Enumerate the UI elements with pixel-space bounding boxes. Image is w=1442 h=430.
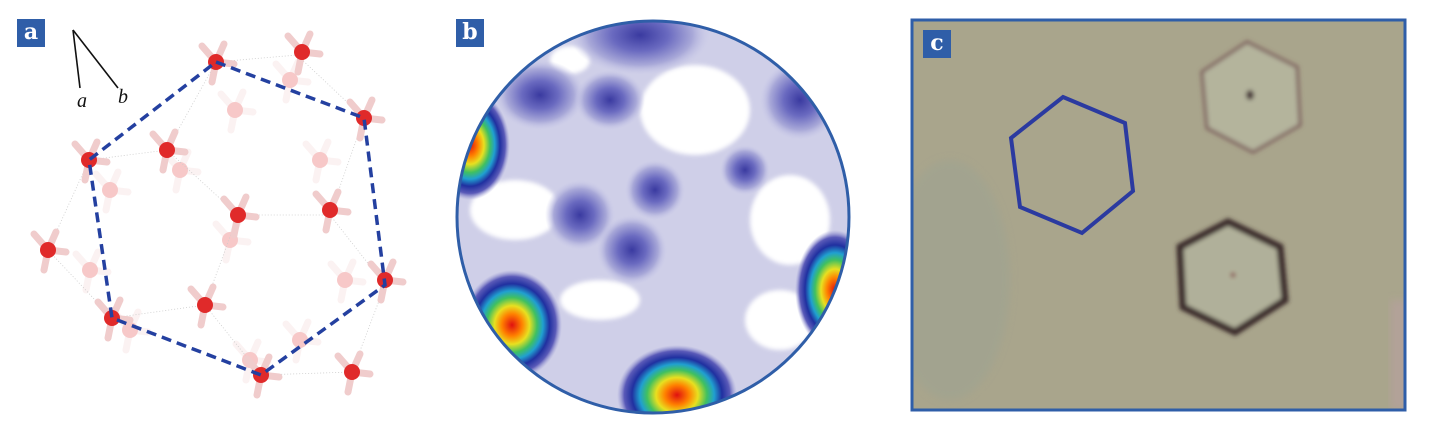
water-structure-panel [34, 29, 403, 395]
crystal-bottom [1176, 218, 1289, 337]
contour-map-border [455, 19, 851, 415]
panel-label-b: b [456, 19, 484, 47]
axis-label-b: b [118, 86, 128, 108]
micrograph-border [910, 18, 1407, 412]
crystal-top [1200, 40, 1302, 154]
panel-label-c: c [923, 30, 951, 58]
panel-label-a: a [17, 19, 45, 47]
axis-indicator [72, 29, 119, 89]
micrograph [913, 21, 1404, 409]
contour-map [457, 21, 849, 413]
water-molecules [34, 34, 403, 395]
axis-label-a: a [77, 90, 87, 112]
hexagon-outline [1008, 94, 1136, 236]
